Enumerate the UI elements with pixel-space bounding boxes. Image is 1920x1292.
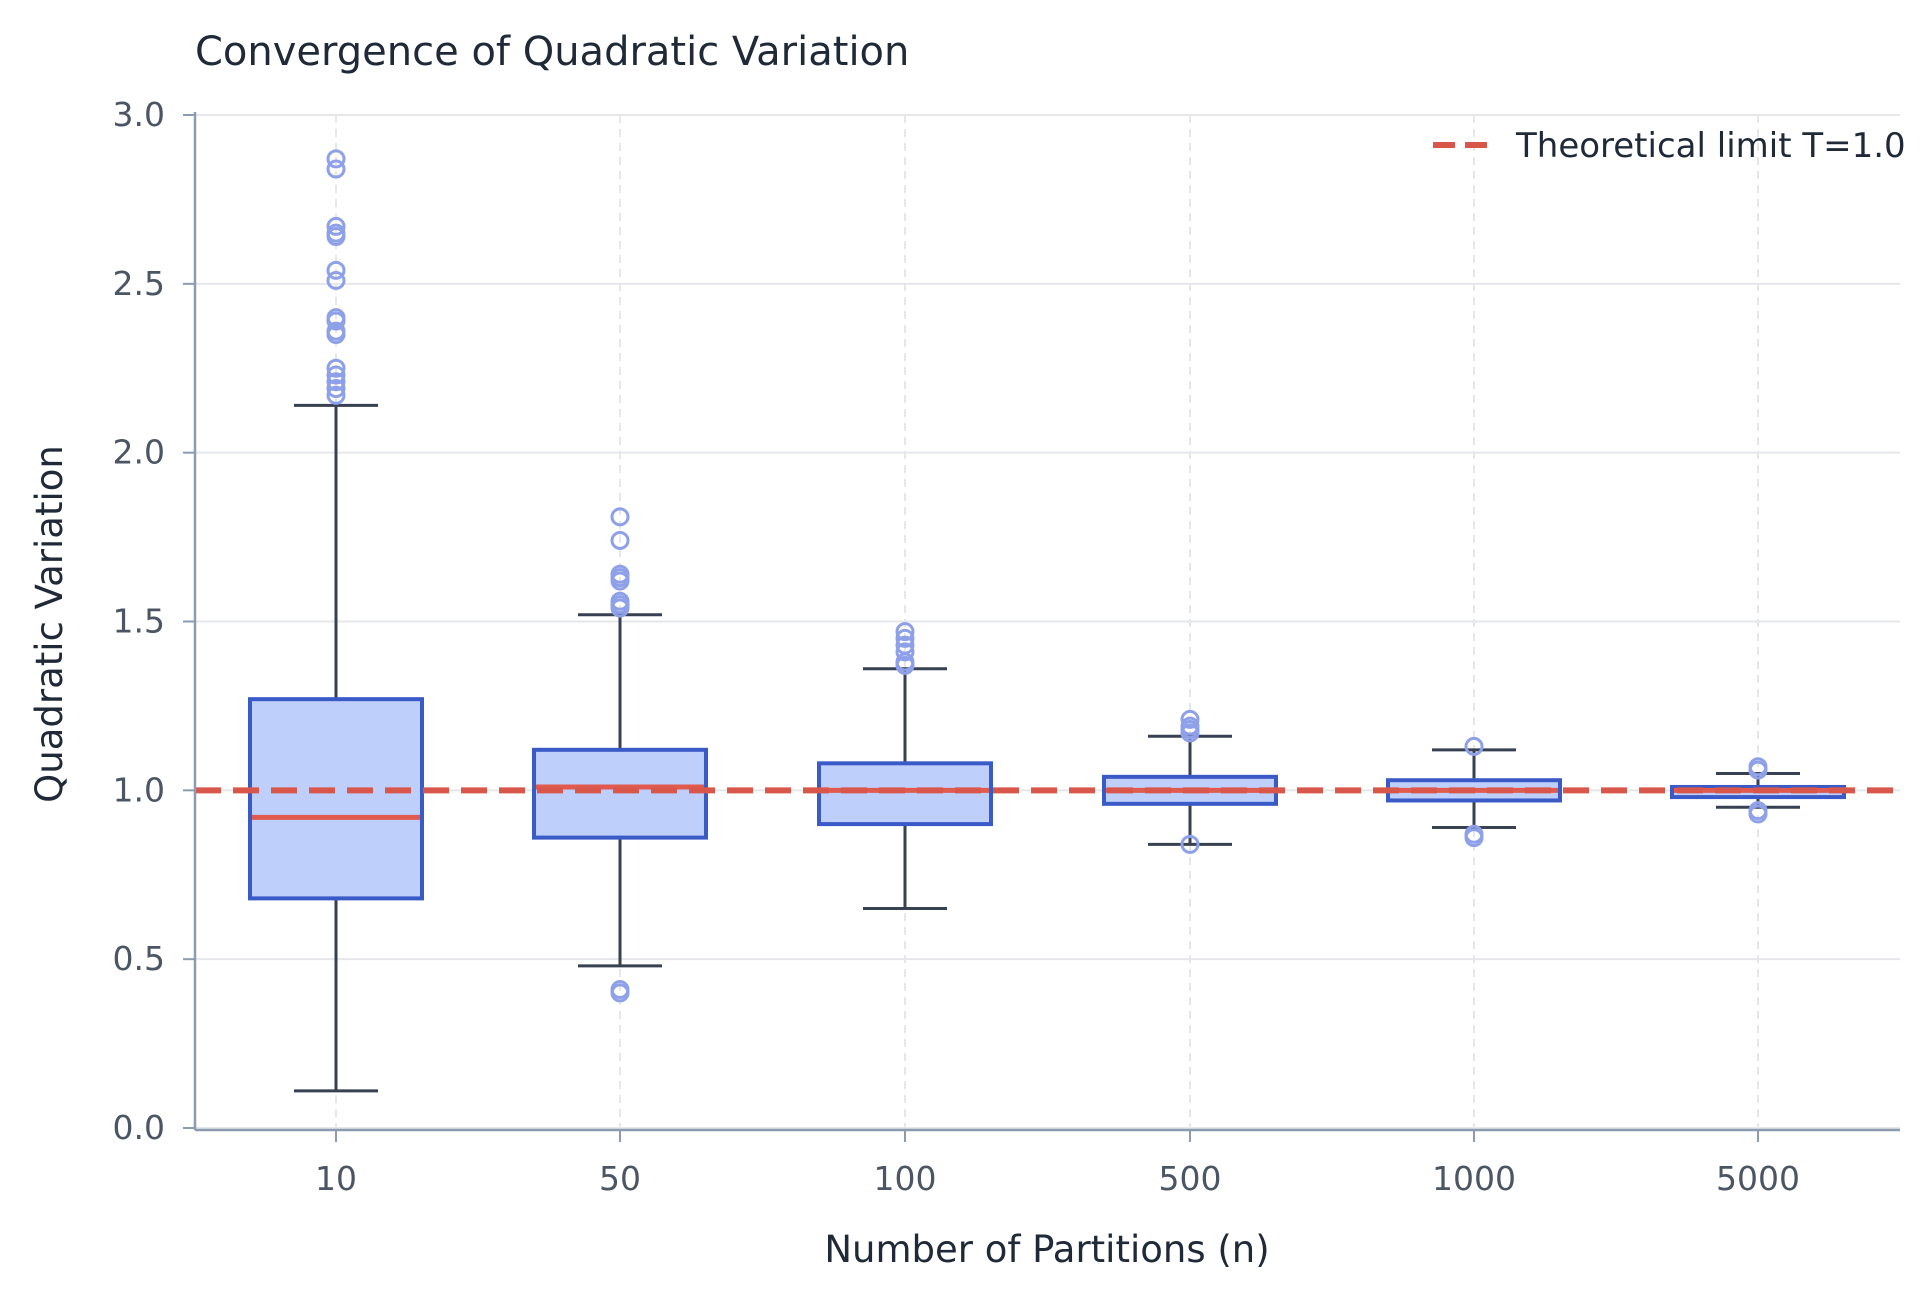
outlier-point [610, 571, 630, 591]
box-100 [817, 622, 993, 911]
outlier-point [1180, 834, 1200, 854]
x-tick-label: 1000 [1432, 1159, 1516, 1198]
outlier-point [326, 311, 346, 331]
iqr-box [248, 697, 424, 901]
y-tick-label: 2.0 [113, 433, 165, 472]
y-tick-label: 0.5 [113, 939, 165, 978]
y-tick-label: 2.5 [113, 264, 165, 303]
outlier-point [610, 598, 630, 618]
y-axis-label: Quadratic Variation [28, 445, 71, 803]
outlier-point [326, 324, 346, 344]
outlier-point [1748, 760, 1768, 780]
outlier-point [895, 622, 915, 642]
outlier-point [326, 149, 346, 169]
x-tick-label: 500 [1159, 1159, 1222, 1198]
outlier-point [1464, 736, 1484, 756]
outlier-point [326, 385, 346, 405]
outlier-point [326, 365, 346, 385]
outlier-point [326, 159, 346, 179]
box-50 [532, 507, 708, 1003]
outlier-point [895, 655, 915, 675]
axis-layer: 0.0 0.5 1.0 1.5 2.0 2.5 3.0 10 50 100 500 1000 5000 [113, 95, 1900, 1198]
chart-title: Convergence of Quadratic Variation [195, 29, 909, 75]
x-tick-label: 50 [599, 1159, 641, 1198]
outlier-point [610, 983, 630, 1003]
y-tick-label: 1.0 [113, 770, 165, 809]
iqr-box [817, 761, 993, 827]
y-tick-label: 0.0 [113, 1108, 165, 1147]
legend-label: Theoretical limit T=1.0 [1515, 126, 1906, 166]
outlier-point [326, 270, 346, 290]
outlier-point [1464, 828, 1484, 848]
outlier-point [610, 507, 630, 527]
outlier-point [1748, 804, 1768, 824]
grid-layer [195, 114, 1900, 1130]
y-tick-label: 3.0 [113, 95, 165, 134]
x-axis-label: Number of Partitions (n) [824, 1228, 1269, 1271]
outlier-point [1180, 723, 1200, 743]
x-tick-label: 10 [315, 1159, 357, 1198]
y-tick-label: 1.5 [113, 602, 165, 641]
box-layer [195, 149, 1900, 1093]
outlier-point [1180, 709, 1200, 729]
outlier-point [895, 642, 915, 662]
outlier-point [326, 260, 346, 280]
outlier-point [326, 379, 346, 399]
outlier-point [610, 530, 630, 550]
legend: Theoretical limit T=1.0 [1433, 126, 1906, 166]
outlier-point [326, 358, 346, 378]
outlier-point [326, 216, 346, 236]
x-tick-label: 100 [874, 1159, 937, 1198]
outlier-point [326, 372, 346, 392]
iqr-box [532, 747, 708, 840]
outlier-point [326, 227, 346, 247]
x-tick-label: 5000 [1716, 1159, 1800, 1198]
outlier-point [895, 628, 915, 648]
box-10 [248, 149, 424, 1093]
